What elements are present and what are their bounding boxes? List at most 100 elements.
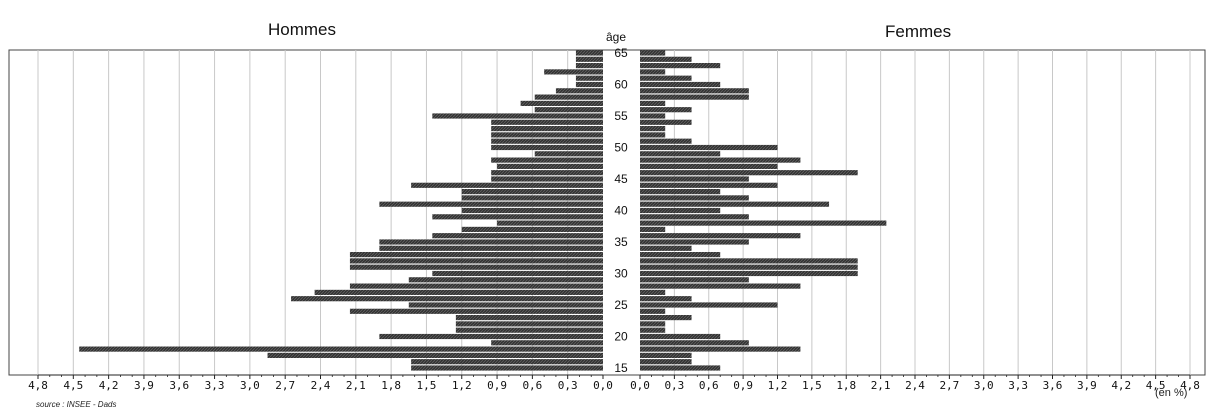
bar-women [640,94,749,100]
bar-men [455,327,603,333]
chart-title-women: Femmes [885,22,952,41]
x-tick-label-left: 4,2 [99,379,119,392]
bar-men [575,63,603,69]
x-tick-label-right: 0,9 [733,379,753,392]
x-tick-label-left: 4,8 [28,379,48,392]
bar-men [349,308,603,314]
unit-label: (en %) [1155,387,1188,399]
age-tick-label: 55 [614,109,628,123]
bar-women [640,220,887,226]
x-tick-label-left: 3,9 [134,379,154,392]
plot-frame [8,49,1206,376]
x-tick-label-left: 0,3 [558,379,578,392]
bar-men [461,226,603,232]
bar-men [455,315,603,321]
x-tick-label-left: 2,7 [275,379,295,392]
bar-men [411,365,603,371]
age-tick-label: 30 [614,267,628,281]
bar-women [640,302,778,308]
bar-women [640,340,749,346]
bar-men [534,151,603,157]
bar-women [640,277,749,283]
bar-women [640,258,858,264]
bar-women [640,107,692,113]
age-axis-label: âge [606,30,626,44]
bar-men [575,81,603,88]
bar-men [267,352,603,358]
bar-men [491,144,603,151]
bar-women [640,321,666,327]
bar-men [575,50,603,56]
bar-men [432,214,603,220]
bar-women [640,333,721,340]
bar-men [408,277,603,283]
age-tick-label: 40 [614,204,628,218]
bar-men [432,270,603,277]
bar-women [640,113,666,119]
bar-men [349,264,603,270]
age-tick-label: 60 [614,78,628,92]
bar-men [379,201,603,207]
x-tick-label-right: 3,6 [1043,379,1063,392]
x-tick-label-left: 1,8 [381,379,401,392]
bar-men [291,296,603,302]
x-tick-label-right: 4,2 [1111,379,1131,392]
bar-women [640,207,721,214]
x-tick-label-left: 1,5 [417,379,437,392]
bar-women [640,270,858,277]
x-tick-label-right: 2,4 [905,379,925,392]
x-tick-label-right: 1,2 [768,379,788,392]
bar-women [640,327,666,333]
x-tick-label-right: 1,8 [836,379,856,392]
age-tick-label: 35 [614,235,628,249]
bar-men [575,56,603,62]
age-tick-label: 20 [614,330,628,344]
bar-men [349,283,603,289]
bar-women [640,226,666,232]
x-tick-label-left: 0,6 [522,379,542,392]
bar-women [640,157,801,163]
bar-men [491,170,603,176]
bar-women [640,50,666,56]
x-tick-label-left: 0,0 [593,379,613,392]
age-tick-label: 65 [614,46,628,60]
bar-men [461,195,603,201]
x-tick-label-left: 3,6 [169,379,189,392]
source-note: source : INSEE - Dads [36,400,117,409]
bar-men [497,220,603,226]
x-tick-label-right: 0,6 [699,379,719,392]
bar-men [491,340,603,346]
age-tick-label: 50 [614,141,628,155]
bar-women [640,119,692,125]
bar-men [534,94,603,100]
bar-men [555,88,603,94]
bar-men [497,163,603,169]
bar-men [379,239,603,245]
bar-women [640,75,692,81]
bar-women [640,264,858,270]
bar-men [379,333,603,340]
x-tick-label-right: 4,8 [1180,379,1200,392]
bar-women [640,359,692,365]
bar-women [640,182,778,188]
bar-women [640,289,666,295]
x-tick-label-right: 0,3 [664,379,684,392]
age-tick-label: 15 [614,361,628,375]
bar-women [640,239,749,245]
bar-women [640,176,749,182]
bar-women [640,170,858,176]
x-tick-label-right: 3,0 [974,379,994,392]
bar-women [640,308,666,314]
bar-women [640,296,692,302]
x-tick-label-left: 0,9 [487,379,507,392]
bar-women [640,245,692,251]
x-tick-label-left: 2,1 [346,379,366,392]
bar-women [640,144,778,151]
bar-women [640,126,666,132]
bar-women [640,132,666,138]
bar-women [640,315,692,321]
chart-title-men: Hommes [268,20,337,39]
bar-men [520,100,603,106]
bar-men [491,132,603,138]
